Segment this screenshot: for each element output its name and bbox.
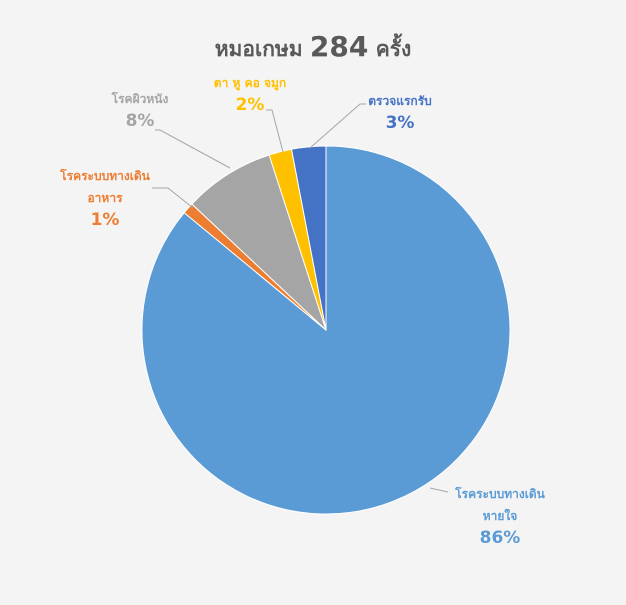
leader-line-respiratory (429, 487, 449, 493)
slice-label-checkup: ตรวจแรกรับ 3% (355, 90, 445, 134)
slice-label-respiratory: โรคระบบทางเดิน หายใจ 86% (440, 483, 560, 549)
slice-label-ent: ตา หู คอ จมูก 2% (200, 72, 300, 116)
title-number: 284 (309, 30, 369, 63)
label-pct: 86% (479, 528, 521, 548)
pie-slice-checkup (290, 145, 327, 331)
title-prefix: หมอเกษม (214, 37, 303, 61)
label-text: โรคระบบทางเดิน (60, 169, 150, 183)
title-suffix: ครั้ง (375, 37, 412, 61)
slice-label-digestive: โรคระบบทางเดิน อาหาร 1% (45, 165, 165, 231)
label-text: โรคผิวหนัง (111, 92, 169, 106)
chart-title: หมอเกษม 284 ครั้ง (0, 30, 626, 66)
leader-line-skin (155, 129, 231, 169)
label-text: ตา หู คอ จมูก (213, 76, 287, 90)
label-text: โรคระบบทางเดิน (455, 487, 545, 501)
label-pct: 8% (125, 111, 155, 131)
label-text: หายใจ (482, 509, 518, 523)
pie-slice-skin (191, 154, 327, 331)
label-text: อาหาร (87, 191, 123, 205)
label-pct: 3% (385, 113, 415, 133)
label-pct: 1% (90, 210, 120, 230)
leader-line-ent (266, 109, 284, 153)
leader-line-digestive (152, 187, 194, 209)
label-text: ตรวจแรกรับ (368, 94, 432, 108)
label-pct: 2% (235, 95, 265, 115)
leader-line-checkup (309, 103, 366, 149)
slice-label-skin: โรคผิวหนัง 8% (100, 88, 180, 132)
